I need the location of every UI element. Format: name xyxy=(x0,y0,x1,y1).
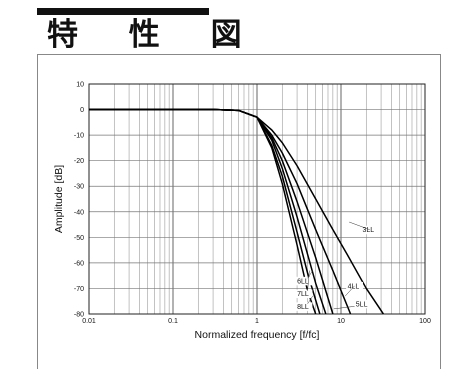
header-bar xyxy=(37,8,209,15)
curve-label-leader xyxy=(307,295,313,304)
curve-label-leader xyxy=(344,285,355,297)
annotation-backing xyxy=(295,289,313,299)
curve-label-6ll: 6LL xyxy=(297,278,309,285)
page-title: 特 性 図 xyxy=(47,17,262,53)
y-tick-label: -40 xyxy=(74,209,84,216)
y-tick-label: -50 xyxy=(74,235,84,242)
curve-label-7ll: 7LL xyxy=(297,291,309,298)
x-axis-label: Normalized frequency [f/fc] xyxy=(195,329,320,341)
annotation-backing xyxy=(295,302,313,311)
frame-left-line xyxy=(37,54,38,369)
frame-top-line xyxy=(37,54,441,55)
curve-label-leader xyxy=(333,306,355,310)
y-tick-label: -70 xyxy=(74,286,84,293)
y-axis-label: Amplitude [dB] xyxy=(53,165,65,233)
y-tick-label: -10 xyxy=(74,133,84,140)
y-tick-label: 0 xyxy=(80,107,84,114)
curve-label-leader xyxy=(307,270,310,292)
curve-label-8ll: 8LL xyxy=(297,304,309,311)
annotation-backing xyxy=(354,299,372,309)
annotation-backing xyxy=(295,276,313,286)
x-tick-label: 10 xyxy=(337,318,345,325)
y-tick-label: -80 xyxy=(74,312,84,319)
frame-right-line xyxy=(440,54,441,369)
y-tick-label: -60 xyxy=(74,260,84,267)
curve-label-leader xyxy=(307,270,313,279)
annotation-backing xyxy=(360,225,378,235)
plot-border xyxy=(88,83,426,315)
curve-label-leader xyxy=(349,221,370,230)
y-tick-label: -20 xyxy=(74,158,84,165)
y-tick-label: -30 xyxy=(74,184,84,191)
series-line-8ll xyxy=(89,108,317,314)
curve-label-5ll: 5LL xyxy=(356,301,368,308)
x-tick-label: 0.1 xyxy=(168,318,178,325)
x-tick-label: 0.01 xyxy=(82,318,96,325)
x-tick-label: 100 xyxy=(419,318,431,325)
y-tick-label: 10 xyxy=(76,82,84,89)
x-tick-label: 1 xyxy=(255,318,259,325)
curve-label-3ll: 3LL xyxy=(362,227,374,234)
